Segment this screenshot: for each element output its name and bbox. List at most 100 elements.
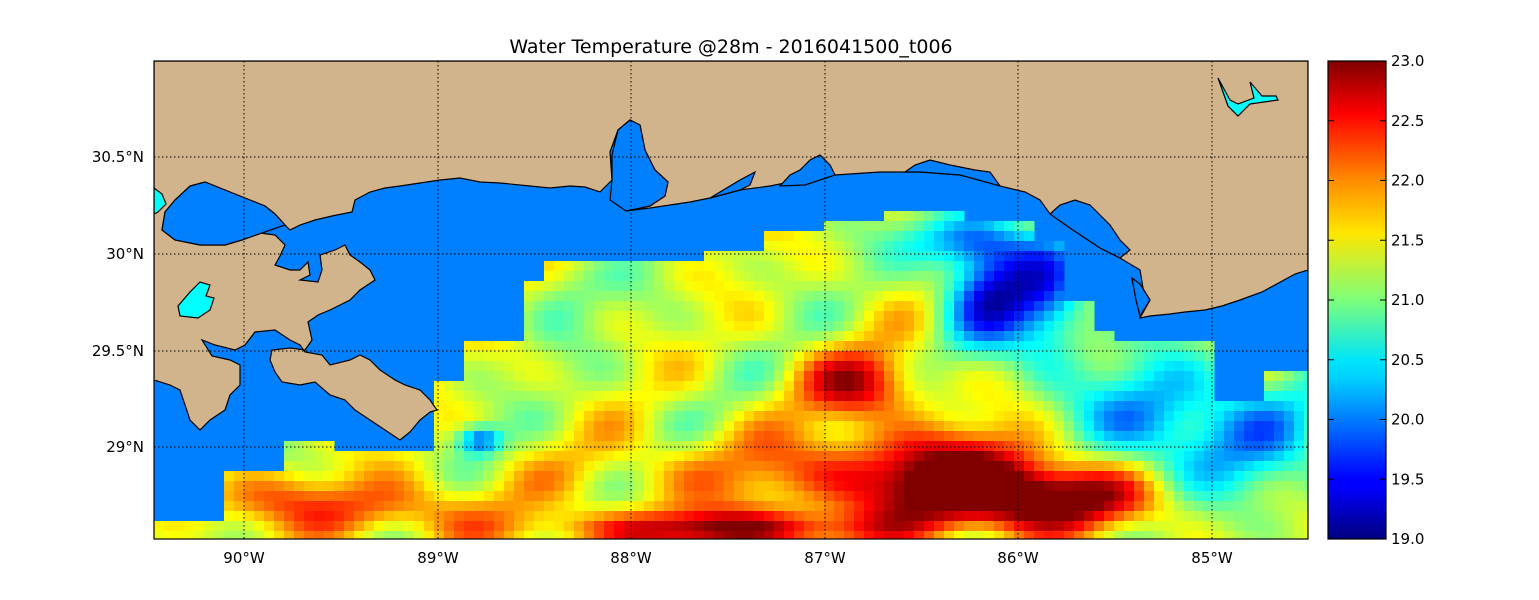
temp-cell xyxy=(944,301,955,312)
temp-cell xyxy=(934,401,945,412)
temp-cell xyxy=(934,341,945,352)
temp-cell xyxy=(1014,481,1025,492)
temp-cell xyxy=(474,471,485,482)
temp-cell xyxy=(764,511,775,522)
lon-tick-label: 86°W xyxy=(997,549,1039,567)
temp-cell xyxy=(824,261,835,272)
temp-cell xyxy=(474,341,485,352)
temp-cell xyxy=(934,231,945,242)
temp-cell xyxy=(734,421,745,432)
temp-cell xyxy=(694,411,705,422)
temp-cell xyxy=(644,301,655,312)
temp-cell xyxy=(304,451,315,462)
temp-cell xyxy=(1014,441,1025,452)
temp-cell xyxy=(354,451,365,462)
temp-cell xyxy=(1034,501,1045,512)
temp-cell xyxy=(534,531,545,539)
map-frame xyxy=(153,60,1309,540)
temp-cell xyxy=(764,461,775,472)
temp-cell xyxy=(874,471,885,482)
temp-cell xyxy=(674,411,685,422)
temp-cell xyxy=(534,301,545,312)
temp-cell xyxy=(894,471,905,482)
temp-cell xyxy=(644,441,655,452)
temp-cell xyxy=(784,521,795,532)
temp-cell xyxy=(494,431,505,442)
temp-cell xyxy=(1014,401,1025,412)
temp-cell xyxy=(984,421,995,432)
temp-cell xyxy=(844,371,855,382)
temp-cell xyxy=(414,521,425,532)
temp-cell xyxy=(1274,391,1285,402)
temp-cell xyxy=(654,301,665,312)
temp-cell xyxy=(1014,511,1025,522)
temp-cell xyxy=(704,481,715,492)
temp-cell xyxy=(1204,431,1215,442)
temp-cell xyxy=(1064,381,1075,392)
temp-cell xyxy=(1234,401,1245,412)
temp-cell xyxy=(1134,491,1145,502)
temp-cell xyxy=(614,331,625,342)
temp-cell xyxy=(1014,371,1025,382)
temp-cell xyxy=(794,401,805,412)
temp-cell xyxy=(1094,531,1105,539)
temp-cell xyxy=(1294,511,1305,522)
temp-cell xyxy=(544,291,555,302)
temp-cell xyxy=(974,321,985,332)
temp-cell xyxy=(1044,281,1055,292)
temp-cell xyxy=(544,391,555,402)
temp-cell xyxy=(794,361,805,372)
temp-cell xyxy=(1254,451,1265,462)
temp-cell xyxy=(644,361,655,372)
temp-cell xyxy=(924,251,935,262)
temp-cell xyxy=(924,391,935,402)
temp-cell xyxy=(794,421,805,432)
temp-cell xyxy=(1054,421,1065,432)
temp-cell xyxy=(654,531,665,539)
temp-cell xyxy=(684,281,695,292)
temp-cell xyxy=(554,321,565,332)
temp-cell xyxy=(464,441,475,452)
temp-cell xyxy=(784,241,795,252)
temp-cell xyxy=(1234,491,1245,502)
temp-cell xyxy=(664,381,675,392)
temp-cell xyxy=(1044,391,1055,402)
temp-cell xyxy=(744,301,755,312)
temp-cell xyxy=(204,531,215,539)
temp-cell xyxy=(394,471,405,482)
temp-cell xyxy=(604,471,615,482)
temp-cell xyxy=(924,291,935,302)
temp-cell xyxy=(1044,401,1055,412)
temp-cell xyxy=(804,321,815,332)
temp-cell xyxy=(1254,521,1265,532)
temp-cell xyxy=(1244,521,1255,532)
temp-cell xyxy=(804,461,815,472)
temp-cell xyxy=(624,411,635,422)
temp-cell xyxy=(324,481,335,492)
temp-cell xyxy=(1264,461,1275,472)
temp-cell xyxy=(1054,471,1065,482)
temp-cell xyxy=(854,511,865,522)
temp-cell xyxy=(774,491,785,502)
temp-cell xyxy=(284,501,295,512)
temp-cell xyxy=(694,441,705,452)
temp-cell xyxy=(294,521,305,532)
temp-cell xyxy=(504,531,515,539)
temp-cell xyxy=(544,431,555,442)
temp-cell xyxy=(314,511,325,522)
temp-cell xyxy=(1104,531,1115,539)
temp-cell xyxy=(314,531,325,539)
temp-cell xyxy=(574,441,585,452)
temp-cell xyxy=(294,501,305,512)
temp-cell xyxy=(1044,341,1055,352)
temp-cell xyxy=(374,491,385,502)
temp-cell xyxy=(484,471,495,482)
temp-cell xyxy=(1154,511,1165,522)
temp-cell xyxy=(604,271,615,282)
temp-cell xyxy=(974,261,985,272)
temp-cell xyxy=(824,251,835,262)
temp-cell xyxy=(294,461,305,472)
temp-cell xyxy=(964,351,975,362)
temp-cell xyxy=(1304,431,1308,442)
temp-cell xyxy=(514,391,525,402)
